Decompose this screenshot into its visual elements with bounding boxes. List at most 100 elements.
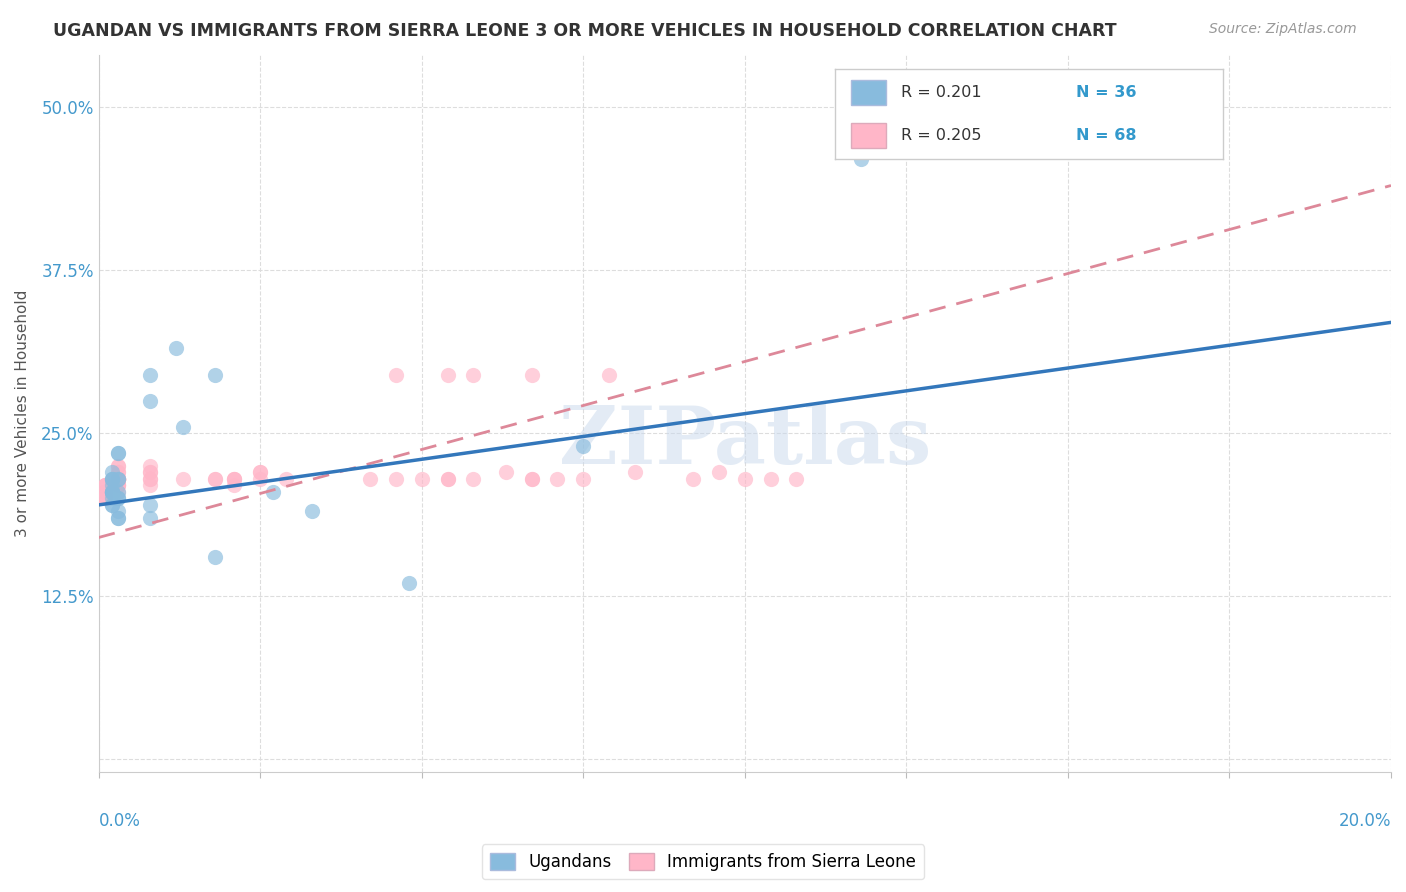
- Point: [100, 484, 122, 499]
- Point: [107, 472, 129, 486]
- Text: Source: ZipAtlas.com: Source: ZipAtlas.com: [1209, 22, 1357, 37]
- Point: [172, 472, 194, 486]
- Point: [100, 491, 122, 506]
- Point: [139, 478, 162, 492]
- Point: [546, 472, 568, 486]
- Point: [107, 472, 129, 486]
- Point: [100, 472, 122, 486]
- Point: [759, 472, 782, 486]
- Point: [224, 472, 246, 486]
- Point: [100, 466, 122, 480]
- Point: [249, 472, 271, 486]
- Point: [624, 466, 647, 480]
- Point: [598, 368, 620, 382]
- Point: [94, 491, 117, 506]
- Point: [107, 472, 129, 486]
- Point: [398, 576, 420, 591]
- Point: [107, 472, 129, 486]
- Point: [94, 478, 117, 492]
- Point: [107, 472, 129, 486]
- Point: [139, 458, 162, 473]
- Point: [165, 342, 187, 356]
- Point: [520, 472, 543, 486]
- Point: [139, 466, 162, 480]
- Point: [249, 466, 271, 480]
- Point: [100, 484, 122, 499]
- Point: [107, 466, 129, 480]
- Text: 0.0%: 0.0%: [98, 812, 141, 830]
- Point: [100, 484, 122, 499]
- Point: [107, 478, 129, 492]
- Point: [139, 393, 162, 408]
- Point: [520, 368, 543, 382]
- Point: [107, 472, 129, 486]
- Point: [94, 484, 117, 499]
- Point: [204, 550, 226, 565]
- Point: [107, 472, 129, 486]
- Point: [107, 458, 129, 473]
- Point: [94, 491, 117, 506]
- Point: [785, 472, 807, 486]
- Point: [107, 458, 129, 473]
- Point: [204, 472, 226, 486]
- Point: [224, 472, 246, 486]
- Point: [139, 511, 162, 525]
- Point: [204, 472, 226, 486]
- Point: [463, 368, 485, 382]
- Point: [107, 511, 129, 525]
- Point: [107, 446, 129, 460]
- Point: [107, 478, 129, 492]
- Point: [436, 368, 458, 382]
- Point: [94, 478, 117, 492]
- Point: [107, 472, 129, 486]
- Point: [682, 472, 704, 486]
- Point: [107, 511, 129, 525]
- Text: ZIPatlas: ZIPatlas: [558, 403, 931, 482]
- Point: [224, 472, 246, 486]
- Text: 20.0%: 20.0%: [1339, 812, 1391, 830]
- Point: [100, 484, 122, 499]
- Point: [107, 484, 129, 499]
- Y-axis label: 3 or more Vehicles in Household: 3 or more Vehicles in Household: [15, 290, 30, 537]
- Legend: Ugandans, Immigrants from Sierra Leone: Ugandans, Immigrants from Sierra Leone: [482, 845, 924, 880]
- Text: UGANDAN VS IMMIGRANTS FROM SIERRA LEONE 3 OR MORE VEHICLES IN HOUSEHOLD CORRELAT: UGANDAN VS IMMIGRANTS FROM SIERRA LEONE …: [53, 22, 1116, 40]
- Point: [385, 368, 408, 382]
- Point: [520, 472, 543, 486]
- Point: [572, 472, 595, 486]
- Point: [94, 478, 117, 492]
- Point: [107, 484, 129, 499]
- Point: [107, 504, 129, 518]
- Point: [107, 466, 129, 480]
- Point: [100, 484, 122, 499]
- Point: [107, 472, 129, 486]
- Point: [849, 153, 872, 167]
- Point: [107, 472, 129, 486]
- Point: [139, 498, 162, 512]
- Point: [107, 446, 129, 460]
- Point: [172, 419, 194, 434]
- Point: [707, 466, 730, 480]
- Point: [249, 466, 271, 480]
- Point: [411, 472, 433, 486]
- Point: [107, 472, 129, 486]
- Point: [100, 472, 122, 486]
- Point: [107, 478, 129, 492]
- Point: [734, 472, 756, 486]
- Point: [100, 472, 122, 486]
- Point: [107, 472, 129, 486]
- Point: [436, 472, 458, 486]
- Point: [94, 484, 117, 499]
- Point: [107, 491, 129, 506]
- Point: [94, 484, 117, 499]
- Point: [463, 472, 485, 486]
- Point: [139, 472, 162, 486]
- Point: [100, 478, 122, 492]
- Point: [139, 472, 162, 486]
- Point: [94, 491, 117, 506]
- Point: [495, 466, 517, 480]
- Point: [359, 472, 381, 486]
- Point: [262, 484, 284, 499]
- Point: [385, 472, 408, 486]
- Point: [139, 466, 162, 480]
- Point: [204, 368, 226, 382]
